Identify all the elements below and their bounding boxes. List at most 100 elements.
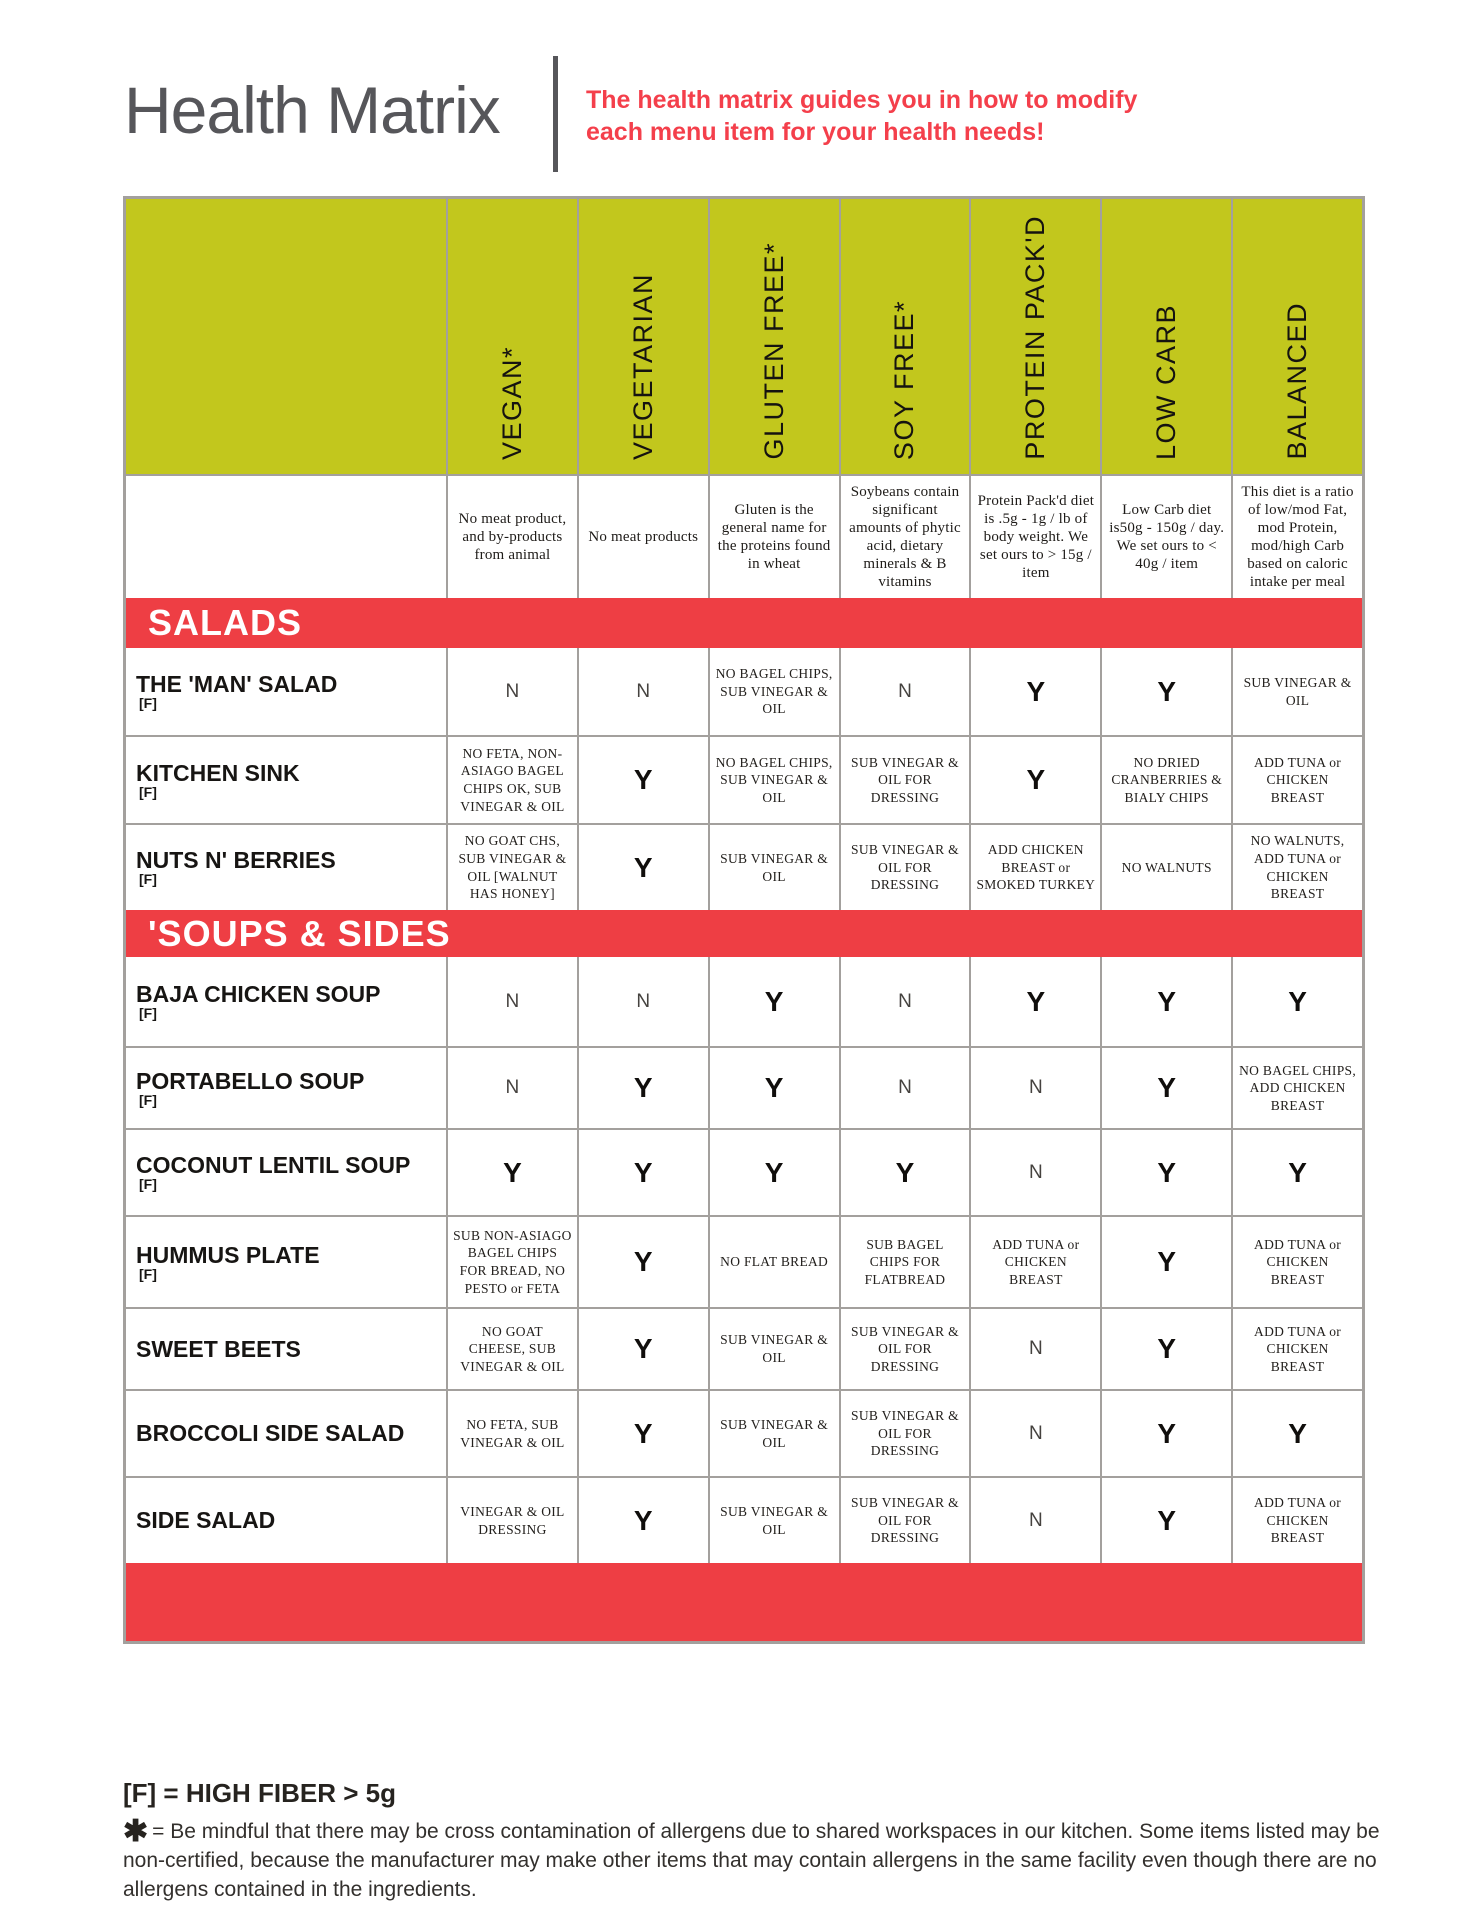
matrix-cell: SUB VINEGAR & OIL bbox=[709, 1478, 839, 1563]
matrix-cell: Y bbox=[578, 1217, 708, 1307]
matrix-cell: Y bbox=[578, 1309, 708, 1389]
column-description-text: This diet is a ratio of low/mod Fat, mod… bbox=[1241, 484, 1354, 590]
matrix-cell: Y bbox=[1233, 1391, 1362, 1476]
matrix-cell: N bbox=[971, 1391, 1101, 1476]
column-header: PROTEIN PACK'D bbox=[971, 199, 1101, 474]
matrix-cell: N bbox=[840, 957, 970, 1046]
matrix-cell: N bbox=[840, 1048, 970, 1128]
section-bar: SALADS bbox=[126, 598, 1362, 648]
item-name-cell: COCONUT LENTIL SOUP [F] bbox=[126, 1130, 446, 1215]
column-header-label: VEGAN* bbox=[496, 345, 527, 460]
matrix-cell: ADD CHICKEN BREAST or SMOKED TURKEY bbox=[971, 825, 1101, 910]
matrix-cell: N bbox=[971, 1309, 1101, 1389]
item-name-cell: THE 'MAN' SALAD [F] bbox=[126, 648, 446, 735]
matrix-cell: SUB BAGEL CHIPS FOR FLATBREAD bbox=[840, 1217, 970, 1307]
column-description-text: No meat products bbox=[588, 529, 699, 545]
page-title: Health Matrix bbox=[124, 73, 501, 147]
modification-note: NO WALNUTS, ADD TUNA or CHICKEN BREAST bbox=[1250, 833, 1345, 902]
matrix-cell: Y bbox=[971, 737, 1101, 823]
modification-note: SUB VINEGAR & OIL bbox=[720, 1332, 829, 1365]
item-row: SIDE SALAD VINEGAR & OIL DRESSING Y SUB VIN… bbox=[126, 1478, 1362, 1563]
item-name: SWEET BEETS bbox=[136, 1335, 301, 1362]
matrix-cell: ADD TUNA or CHICKEN BREAST bbox=[1233, 737, 1362, 823]
matrix-cell: Y bbox=[1102, 1391, 1232, 1476]
item-name: PORTABELLO SOUP [F] bbox=[136, 1067, 365, 1108]
matrix-cell: NO BAGEL CHIPS, SUB VINEGAR & OIL bbox=[709, 648, 839, 735]
no-value: N bbox=[505, 680, 520, 702]
matrix-cell: SUB NON-ASIAGO BAGEL CHIPS FOR BREAD, NO… bbox=[448, 1217, 577, 1307]
yes-value: Y bbox=[633, 1417, 653, 1449]
high-fiber-mark: [F] bbox=[139, 783, 157, 800]
column-description: Protein Pack'd diet is .5g - 1g / lb of … bbox=[971, 476, 1101, 598]
matrix-cell: Y bbox=[578, 1478, 708, 1563]
modification-note: SUB VINEGAR & OIL FOR DRESSING bbox=[851, 1323, 959, 1374]
modification-note: NO BAGEL CHIPS, SUB VINEGAR & OIL bbox=[715, 754, 833, 805]
modification-note: ADD CHICKEN BREAST or SMOKED TURKEY bbox=[976, 842, 1096, 893]
matrix-cell: NO GOAT CHEESE, SUB VINEGAR & OIL bbox=[448, 1309, 577, 1389]
yes-value: Y bbox=[1288, 1417, 1307, 1449]
matrix-cell: Y bbox=[1233, 957, 1362, 1046]
yes-value: Y bbox=[1288, 1156, 1307, 1188]
matrix-cell: Y bbox=[578, 825, 708, 910]
matrix-cell: Y bbox=[1102, 648, 1232, 735]
matrix-cell: SUB VINEGAR & OIL bbox=[1233, 648, 1362, 735]
item-name-cell: PORTABELLO SOUP [F] bbox=[126, 1048, 446, 1128]
item-name: HUMMUS PLATE [F] bbox=[136, 1241, 320, 1282]
item-row: NUTS N' BERRIES [F] NO GOAT CHS, SUB VINEG… bbox=[126, 825, 1362, 910]
no-value: N bbox=[636, 680, 651, 702]
matrix-cell: N bbox=[578, 957, 708, 1046]
matrix-cell: ADD TUNA or CHICKEN BREAST bbox=[1233, 1309, 1362, 1389]
item-row: HUMMUS PLATE [F] SUB NON-ASIAGO BAGEL CHIP… bbox=[126, 1217, 1362, 1307]
yes-value: Y bbox=[1288, 985, 1307, 1017]
allergen-disclaimer: ✱ = Be mindful that there may be cross co… bbox=[123, 1817, 1381, 1904]
matrix-cell: SUB VINEGAR & OIL FOR DRESSING bbox=[840, 825, 970, 910]
matrix-cell: Y bbox=[1102, 1478, 1232, 1563]
section-title: SALADS bbox=[148, 602, 303, 643]
column-header-row: VEGAN* VEGETARIAN GLUTEN FREE* SOY FREE* PRO… bbox=[126, 199, 1362, 474]
matrix-cell: Y bbox=[1102, 1217, 1232, 1307]
column-header: GLUTEN FREE* bbox=[709, 199, 839, 474]
modification-note: NO FETA, NON-ASIAGO BAGEL CHIPS OK, SUB … bbox=[460, 745, 565, 814]
yes-value: Y bbox=[1157, 1246, 1177, 1277]
matrix-cell: N bbox=[840, 648, 970, 735]
modification-note: NO FLAT BREAD bbox=[720, 1254, 829, 1270]
matrix-cell: NO WALNUTS bbox=[1102, 825, 1232, 910]
column-description: Low Carb diet is50g - 150g / day. We set… bbox=[1102, 476, 1232, 598]
column-description: Soybeans contain significant amounts of … bbox=[840, 476, 970, 598]
matrix-cell: Y bbox=[709, 957, 839, 1046]
matrix-cell: Y bbox=[578, 1048, 708, 1128]
modification-note: SUB VINEGAR & OIL bbox=[720, 850, 829, 884]
yes-value: Y bbox=[764, 1156, 784, 1188]
modification-note: NO BAGEL CHIPS, SUB VINEGAR & OIL bbox=[715, 666, 833, 717]
tagline-line-2: each menu item for your health needs! bbox=[586, 118, 1045, 146]
item-name: SIDE SALAD bbox=[136, 1507, 276, 1534]
no-value: N bbox=[1028, 1161, 1043, 1183]
column-description-text: Protein Pack'd diet is .5g - 1g / lb of … bbox=[977, 493, 1095, 581]
column-header: VEGETARIAN bbox=[578, 199, 708, 474]
modification-note: VINEGAR & OIL DRESSING bbox=[460, 1503, 565, 1537]
item-name-cell: HUMMUS PLATE [F] bbox=[126, 1217, 446, 1307]
column-description-text: Soybeans contain significant amounts of … bbox=[849, 484, 961, 590]
column-header-label: SOY FREE* bbox=[889, 299, 920, 460]
matrix-cell: Y bbox=[1102, 957, 1232, 1046]
matrix-cell: N bbox=[448, 1048, 577, 1128]
matrix-cell: Y bbox=[448, 1130, 577, 1215]
matrix-cell: ADD TUNA or CHICKEN BREAST bbox=[1233, 1217, 1362, 1307]
matrix-cell: Y bbox=[971, 957, 1101, 1046]
item-name-cell: SIDE SALAD bbox=[126, 1478, 446, 1563]
yes-value: Y bbox=[633, 1072, 653, 1103]
matrix-cell: N bbox=[578, 648, 708, 735]
matrix-cell: NO BAGEL CHIPS, SUB VINEGAR & OIL bbox=[709, 737, 839, 823]
no-value: N bbox=[1028, 1338, 1043, 1359]
matrix-cell: NO FLAT BREAD bbox=[709, 1217, 839, 1307]
item-name-cell: BROCCOLI SIDE SALAD bbox=[126, 1391, 446, 1476]
item-name-cell: NUTS N' BERRIES [F] bbox=[126, 825, 446, 910]
modification-note: ADD TUNA or CHICKEN BREAST bbox=[1254, 1323, 1342, 1374]
item-row: KITCHEN SINK [F] NO FETA, NON-ASIAGO BAGEL… bbox=[126, 737, 1362, 823]
yes-value: Y bbox=[1026, 764, 1046, 795]
matrix-cell: NO DRIED CRANBERRIES & BIALY CHIPS bbox=[1102, 737, 1232, 823]
allergen-disclaimer-text: = Be mindful that there may be cross con… bbox=[123, 1820, 1380, 1901]
column-header: LOW CARB bbox=[1102, 199, 1232, 474]
asterisk-icon: ✱ bbox=[123, 1815, 149, 1848]
modification-note: SUB NON-ASIAGO BAGEL CHIPS FOR BREAD, NO… bbox=[453, 1227, 572, 1296]
